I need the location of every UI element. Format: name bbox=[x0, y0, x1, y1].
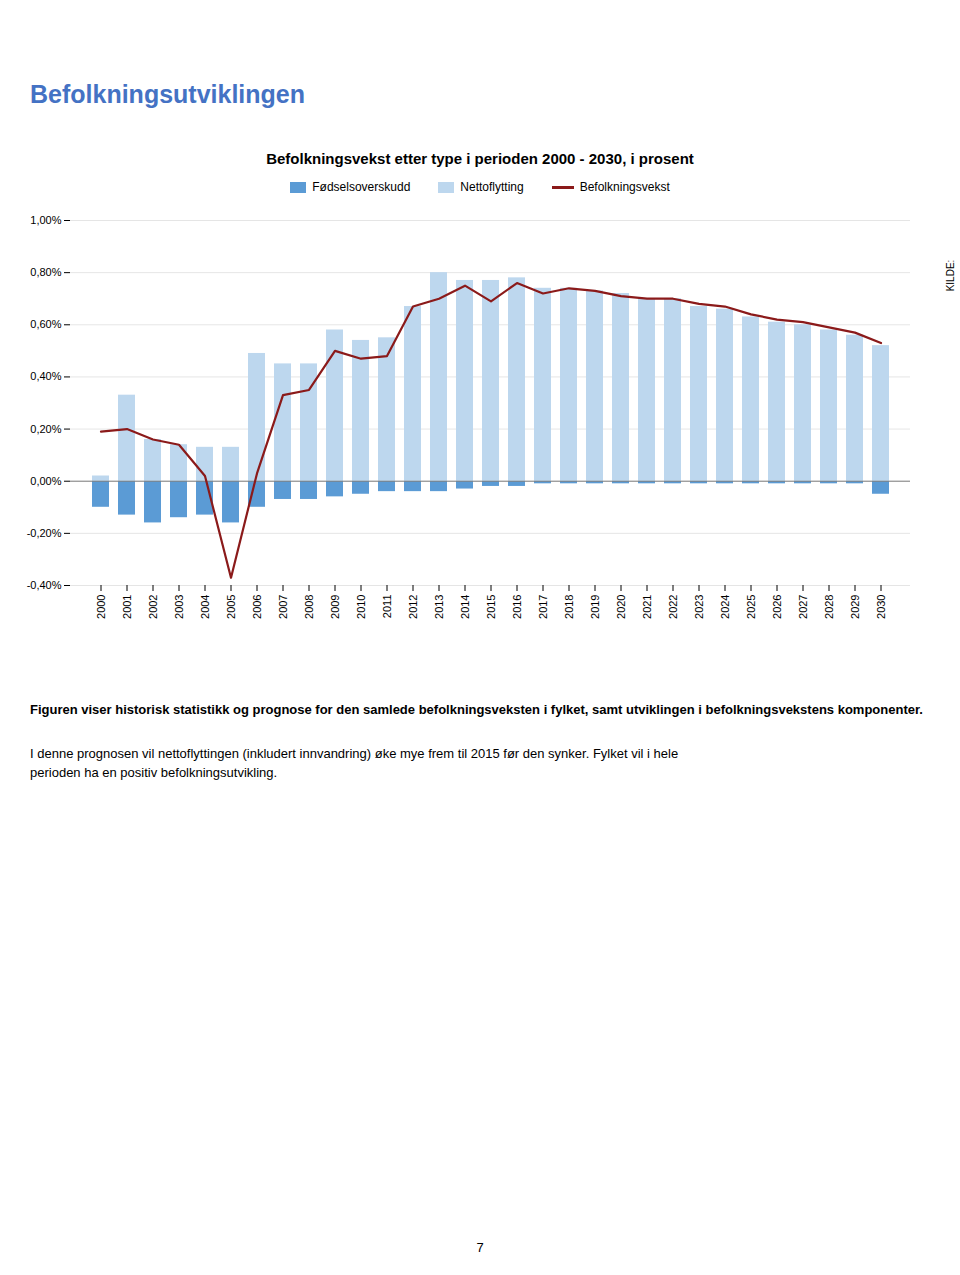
html-text:I denne prognosen vil nettofly: I denne prognosen vil nettoflyttingen (i… bbox=[30, 745, 679, 761]
svg-text:2018: 2018 bbox=[563, 595, 575, 619]
html-text:Befolkningsvekst etter type i: Befolkningsvekst etter type i perioden 2… bbox=[266, 150, 694, 167]
svg-text:-0,40%: -0,40% bbox=[27, 579, 62, 591]
svg-text:2013: 2013 bbox=[433, 595, 445, 619]
svg-text:2015: 2015 bbox=[485, 595, 497, 619]
svg-text:2002: 2002 bbox=[147, 595, 159, 619]
svg-text:2005: 2005 bbox=[225, 595, 237, 619]
svg-text:2009: 2009 bbox=[329, 595, 341, 619]
html-text:Fødselsoverskudd: Fødselsoverskudd bbox=[312, 180, 411, 194]
svg-text:2028: 2028 bbox=[823, 595, 835, 619]
svg-text:2008: 2008 bbox=[303, 595, 315, 619]
html-text:Nettoflytting: Nettoflytting bbox=[460, 180, 524, 194]
svg-text:2003: 2003 bbox=[173, 595, 185, 619]
html-text:Befolkningsvekst: Befolkningsvekst bbox=[579, 180, 670, 194]
svg-text:2014: 2014 bbox=[459, 595, 471, 619]
html-text:Figuren viser historisk statis: Figuren viser historisk statistikk og pr… bbox=[30, 702, 923, 717]
svg-text:2027: 2027 bbox=[797, 595, 809, 619]
svg-text:-0,20%: -0,20% bbox=[27, 527, 62, 539]
svg-text:2017: 2017 bbox=[537, 595, 549, 619]
svg-text:2011: 2011 bbox=[381, 595, 393, 619]
html-text:KILDE:: KILDE: bbox=[945, 259, 957, 292]
svg-text:2030: 2030 bbox=[875, 595, 887, 619]
svg-text:2020: 2020 bbox=[615, 595, 627, 619]
svg-text:2022: 2022 bbox=[667, 595, 679, 619]
svg-text:2000: 2000 bbox=[95, 595, 107, 619]
svg-text:2021: 2021 bbox=[641, 595, 653, 619]
svg-text:0,40%: 0,40% bbox=[30, 370, 61, 382]
svg-text:0,60%: 0,60% bbox=[30, 318, 61, 330]
svg-text:2007: 2007 bbox=[277, 595, 289, 619]
svg-text:2024: 2024 bbox=[719, 595, 731, 619]
svg-text:2019: 2019 bbox=[589, 595, 601, 619]
svg-text:0,80%: 0,80% bbox=[30, 266, 61, 278]
html-text:perioden ha en positiv befolkn: perioden ha en positiv befolkningsutvikl… bbox=[30, 765, 278, 780]
svg-text:2016: 2016 bbox=[511, 595, 523, 619]
html-text:7: 7 bbox=[476, 1240, 484, 1255]
html-text:Befolkningsutviklingen: Befolkningsutviklingen bbox=[30, 80, 305, 108]
svg-text:2001: 2001 bbox=[121, 595, 133, 619]
svg-text:2023: 2023 bbox=[693, 595, 705, 619]
svg-text:2012: 2012 bbox=[407, 595, 419, 619]
svg-text:2006: 2006 bbox=[251, 595, 263, 619]
svg-text:2004: 2004 bbox=[199, 595, 211, 619]
svg-text:2010: 2010 bbox=[355, 595, 367, 619]
svg-text:2025: 2025 bbox=[745, 595, 757, 619]
svg-text:0,20%: 0,20% bbox=[30, 423, 61, 435]
svg-text:2026: 2026 bbox=[771, 595, 783, 619]
svg-text:0,00%: 0,00% bbox=[30, 475, 61, 487]
svg-text:1,00%: 1,00% bbox=[30, 214, 61, 226]
svg-text:2029: 2029 bbox=[849, 595, 861, 619]
